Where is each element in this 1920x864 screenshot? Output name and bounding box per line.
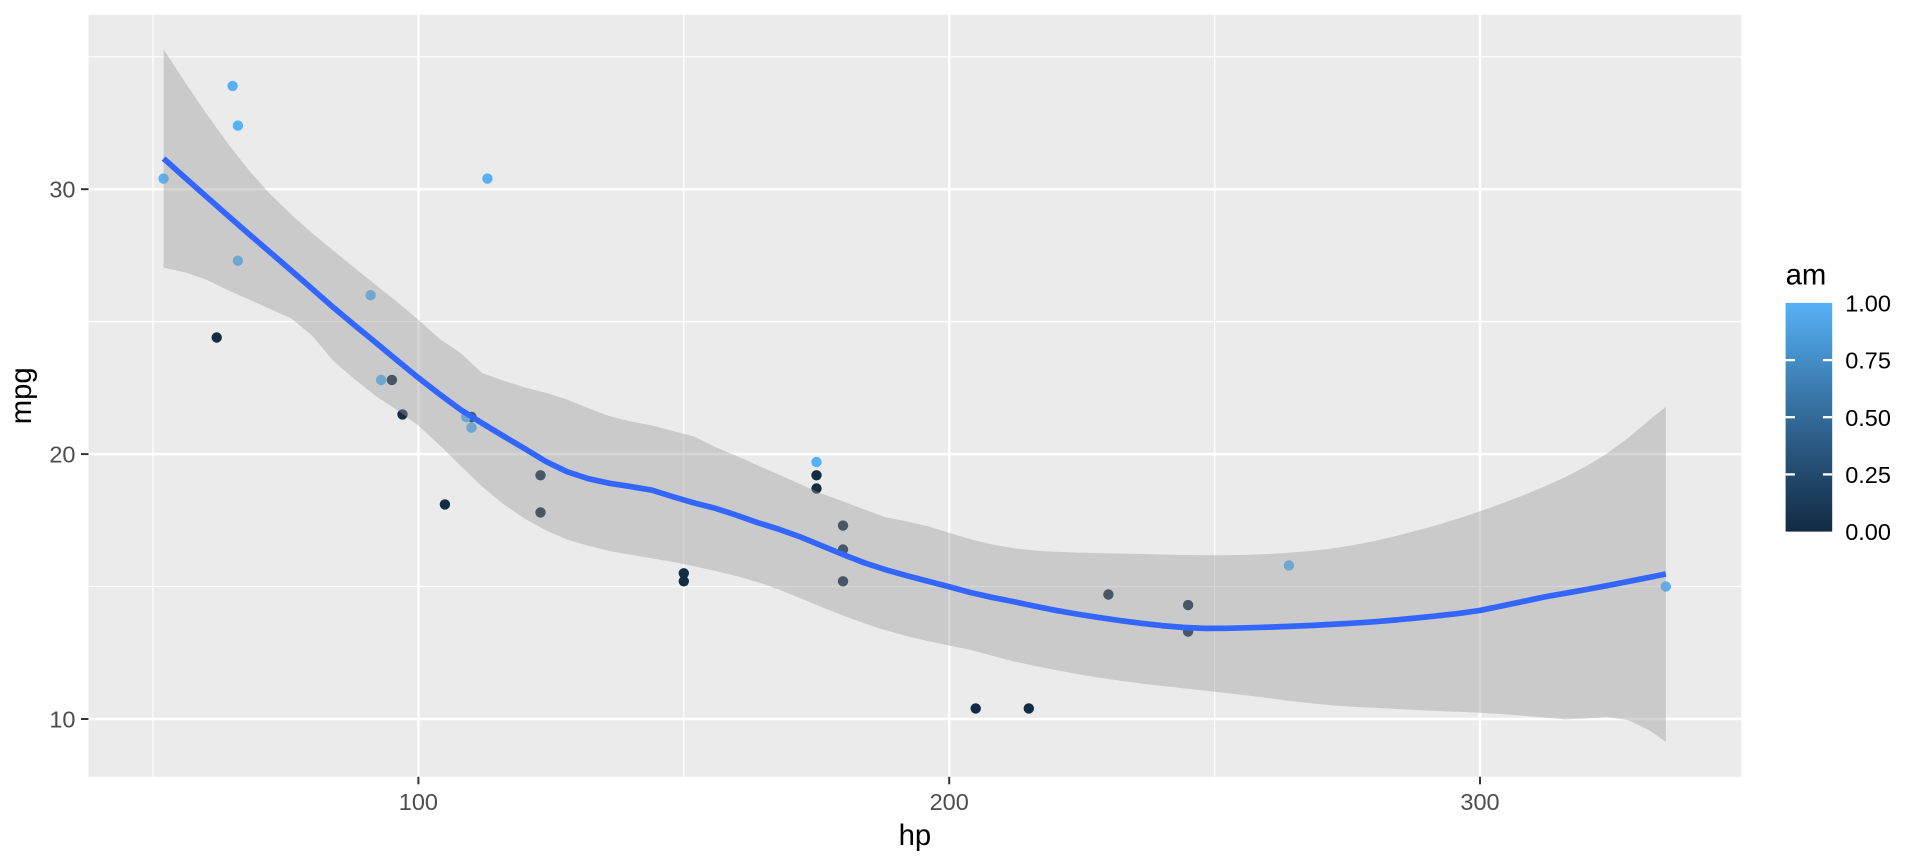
svg-text:mpg: mpg [5, 367, 38, 424]
svg-text:300: 300 [1460, 789, 1499, 815]
svg-text:20: 20 [49, 442, 75, 468]
svg-text:am: am [1786, 259, 1827, 292]
svg-text:200: 200 [930, 789, 969, 815]
svg-text:hp: hp [899, 819, 932, 852]
svg-text:100: 100 [399, 789, 438, 815]
svg-text:0.50: 0.50 [1845, 405, 1891, 431]
svg-text:10: 10 [49, 707, 75, 733]
svg-text:0.25: 0.25 [1845, 462, 1891, 488]
svg-text:1.00: 1.00 [1845, 290, 1891, 316]
svg-text:0.00: 0.00 [1845, 519, 1891, 545]
svg-text:0.75: 0.75 [1845, 348, 1891, 374]
svg-text:30: 30 [49, 177, 75, 203]
